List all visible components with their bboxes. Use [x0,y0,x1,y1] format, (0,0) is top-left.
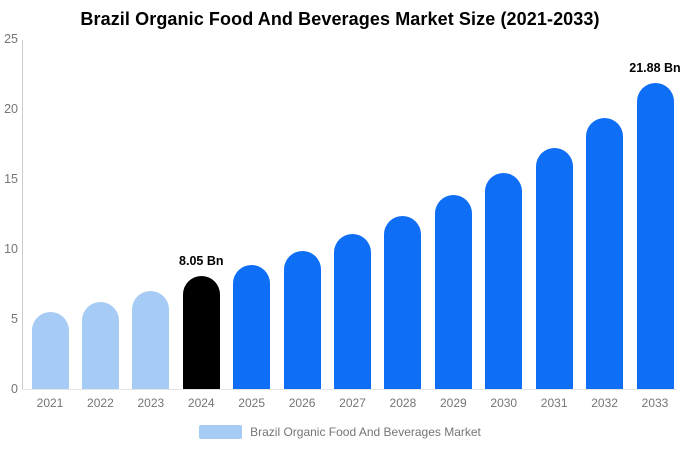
bar-2033[interactable] [636,82,674,389]
x-axis-label-2021: 2021 [36,396,64,410]
y-axis-tick-label: 20 [4,102,18,116]
x-axis-label-2024: 2024 [187,396,215,410]
y-axis-tick-label: 5 [11,312,18,326]
y-axis-tick-label: 25 [4,32,18,46]
legend-swatch [199,425,243,439]
y-axis-tick-label: 10 [4,242,18,256]
bar-2028[interactable] [384,216,422,389]
chart-title: Brazil Organic Food And Beverages Market… [80,9,600,29]
y-axis-tick-label: 0 [11,382,18,396]
bar-2021[interactable] [31,312,69,389]
bar-2024[interactable] [182,276,220,389]
value-label-2024: 8.05 Bn [179,254,224,269]
x-axis-label-2027: 2027 [339,396,366,410]
y-axis-line [22,40,23,389]
x-axis-label-2025: 2025 [238,396,265,410]
bar-2025[interactable] [233,265,271,389]
x-axis-label-2030: 2030 [490,396,518,410]
x-axis-baseline [22,389,677,390]
bar-2032[interactable] [586,118,624,389]
value-label-2033: 21.88 Bn [629,60,680,75]
x-axis-label-2022: 2022 [87,396,114,410]
x-axis-label-2033: 2033 [641,396,669,410]
bar-2023[interactable] [132,291,170,389]
x-axis-label-2032: 2032 [591,396,618,410]
bar-2031[interactable] [535,147,573,389]
bar-2030[interactable] [485,172,523,389]
x-axis-label-2026: 2026 [288,396,316,410]
bar-2027[interactable] [334,234,371,389]
x-axis-label-2028: 2028 [389,396,417,410]
bar-2022[interactable] [81,302,119,389]
bar-2026[interactable] [283,251,321,389]
legend-label: Brazil Organic Food And Beverages Market [250,425,481,439]
x-axis-label-2023: 2023 [137,396,165,410]
bar-2029[interactable] [434,195,472,389]
y-axis-tick-label: 15 [4,172,18,186]
x-axis-label-2029: 2029 [439,396,467,410]
legend[interactable]: Brazil Organic Food And Beverages Market [0,425,680,439]
x-axis-label-2031: 2031 [540,396,568,410]
